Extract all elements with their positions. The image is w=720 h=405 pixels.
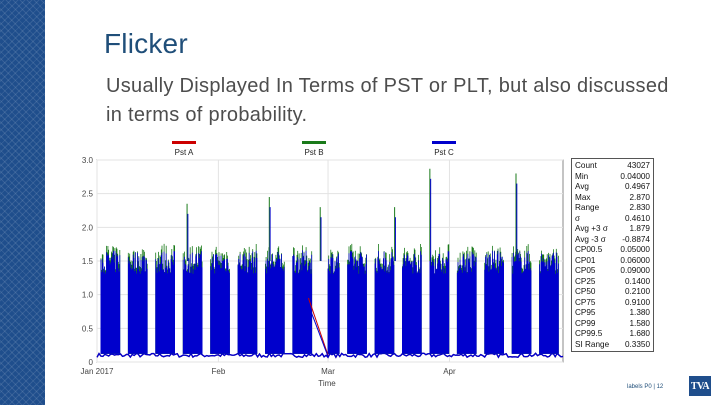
stats-value: 0.3350 bbox=[624, 339, 650, 349]
x-tick-label: Feb bbox=[211, 367, 225, 376]
stats-label: CP99 bbox=[575, 318, 596, 328]
stats-row: Range 2.830 bbox=[575, 203, 650, 214]
stats-value: 0.4610 bbox=[624, 213, 650, 223]
stats-row: CP99.5 1.680 bbox=[575, 329, 650, 340]
legend-label: Pst C bbox=[434, 148, 454, 157]
gap-line-pst-a bbox=[307, 297, 329, 356]
stats-value: 0.9100 bbox=[624, 297, 650, 307]
series-spikes-pst-c bbox=[155, 251, 175, 354]
stats-value: 0.05000 bbox=[620, 245, 650, 254]
stats-label: Max bbox=[575, 192, 591, 202]
stats-label: CP01 bbox=[575, 255, 596, 265]
slide-title: Flicker bbox=[104, 28, 188, 59]
series-spikes-pst-c bbox=[484, 250, 504, 354]
legend-label: Pst B bbox=[304, 148, 323, 157]
y-tick-label: 2.5 bbox=[82, 190, 94, 199]
y-tick-label: 1.0 bbox=[82, 291, 94, 300]
series-spikes-pst-c bbox=[237, 250, 258, 354]
series-spikes-pst-c bbox=[402, 251, 422, 354]
stats-value: 0.1400 bbox=[624, 276, 650, 286]
stats-label: CP25 bbox=[575, 276, 596, 286]
series-spikes-pst-c bbox=[210, 253, 230, 354]
stats-label: CP05 bbox=[575, 266, 596, 275]
stats-row: σ 0.4610 bbox=[575, 214, 650, 225]
legend-swatch bbox=[302, 141, 326, 144]
series-spikes-pst-c bbox=[511, 251, 532, 354]
stats-value: 1.879 bbox=[629, 224, 651, 233]
stats-label: CP95 bbox=[575, 308, 596, 317]
y-tick-label: 0 bbox=[89, 358, 94, 367]
stats-label: SI Range bbox=[575, 339, 610, 349]
stats-row: CP99 1.580 bbox=[575, 319, 650, 330]
y-tick-label: 1.5 bbox=[82, 257, 94, 266]
stats-label: CP00.5 bbox=[575, 245, 603, 254]
stats-value: 2.830 bbox=[629, 203, 651, 212]
series-spikes-pst-c bbox=[100, 250, 121, 354]
stats-row: CP05 0.09000 bbox=[575, 266, 650, 277]
stats-row: CP50 0.2100 bbox=[575, 287, 650, 298]
stats-value: 1.380 bbox=[629, 308, 651, 317]
footer-text: labels P0 | 12 bbox=[627, 384, 664, 390]
series-spikes-pst-c bbox=[374, 251, 395, 354]
series-spikes-pst-c bbox=[327, 253, 340, 354]
stats-value: 0.04000 bbox=[620, 171, 650, 181]
stats-row: CP75 0.9100 bbox=[575, 298, 650, 309]
legend-label: Pst A bbox=[175, 148, 194, 157]
y-tick-label: 3.0 bbox=[82, 156, 94, 165]
stats-table: Count 43027 Min 0.04000 Avg 0.4967 Max 2.870 Ran… bbox=[571, 158, 654, 352]
x-tick-label: Jan 2017 bbox=[81, 367, 114, 376]
legend-swatch bbox=[172, 141, 196, 144]
stats-row: Avg 0.4967 bbox=[575, 182, 650, 193]
stats-row: Min 0.04000 bbox=[575, 172, 650, 183]
stats-value: -0.8874 bbox=[622, 234, 650, 244]
stats-value: 1.680 bbox=[629, 329, 651, 338]
series-spikes-pst-c bbox=[127, 252, 148, 354]
stats-row: Count 43027 bbox=[575, 161, 650, 172]
y-tick-label: 2.0 bbox=[82, 223, 94, 232]
stats-label: Min bbox=[575, 171, 589, 181]
stats-row: CP95 1.380 bbox=[575, 308, 650, 319]
stats-value: 0.2100 bbox=[624, 287, 650, 296]
stats-label: Range bbox=[575, 203, 600, 212]
stats-value: 43027 bbox=[627, 161, 650, 170]
legend-swatch bbox=[432, 141, 456, 144]
series-spikes-pst-c bbox=[456, 251, 477, 354]
series-spikes-pst-c bbox=[539, 252, 559, 354]
stats-row: Avg -3 σ -0.8874 bbox=[575, 235, 650, 246]
x-axis-label: Time bbox=[318, 379, 336, 388]
tva-logo: TVA bbox=[689, 376, 711, 396]
stats-label: CP75 bbox=[575, 297, 596, 307]
stats-row: Max 2.870 bbox=[575, 193, 650, 204]
stats-label: CP99.5 bbox=[575, 329, 603, 338]
flicker-chart: 0 0.5 1.0 1.5 2.0 2.5 3.0 Jan 2017 Feb Mar Apr Time… bbox=[81, 141, 564, 388]
series-spikes-pst-c bbox=[265, 251, 285, 354]
stats-row: SI Range 0.3350 bbox=[575, 340, 650, 351]
stats-label: Avg -3 σ bbox=[575, 234, 606, 244]
stats-value: 1.580 bbox=[629, 318, 651, 328]
y-tick-label: 0.5 bbox=[82, 324, 94, 333]
series-spikes-pst-c bbox=[347, 251, 367, 354]
stats-row: CP25 0.1400 bbox=[575, 277, 650, 288]
stats-label: Count bbox=[575, 161, 597, 170]
x-tick-label: Mar bbox=[321, 367, 335, 376]
stats-value: 0.09000 bbox=[620, 266, 650, 275]
stats-label: Avg bbox=[575, 182, 589, 191]
stats-value: 0.4967 bbox=[624, 182, 650, 191]
x-tick-label: Apr bbox=[443, 367, 456, 376]
stats-label: Avg +3 σ bbox=[575, 224, 608, 233]
series-spikes-pst-c bbox=[182, 251, 203, 354]
stats-row: Avg +3 σ 1.879 bbox=[575, 224, 650, 235]
stats-row: CP00.5 0.05000 bbox=[575, 245, 650, 256]
stats-value: 0.06000 bbox=[620, 255, 650, 265]
decorative-sidebar bbox=[0, 0, 45, 405]
slide-subtitle: Usually Displayed In Terms of PST or PLT… bbox=[106, 75, 669, 126]
series-spikes-pst-c bbox=[429, 251, 450, 354]
stats-value: 2.870 bbox=[629, 192, 651, 202]
gap-line-pst-c bbox=[307, 304, 329, 357]
stats-label: σ bbox=[575, 213, 581, 223]
stats-label: CP50 bbox=[575, 287, 596, 296]
stats-row: CP01 0.06000 bbox=[575, 256, 650, 267]
